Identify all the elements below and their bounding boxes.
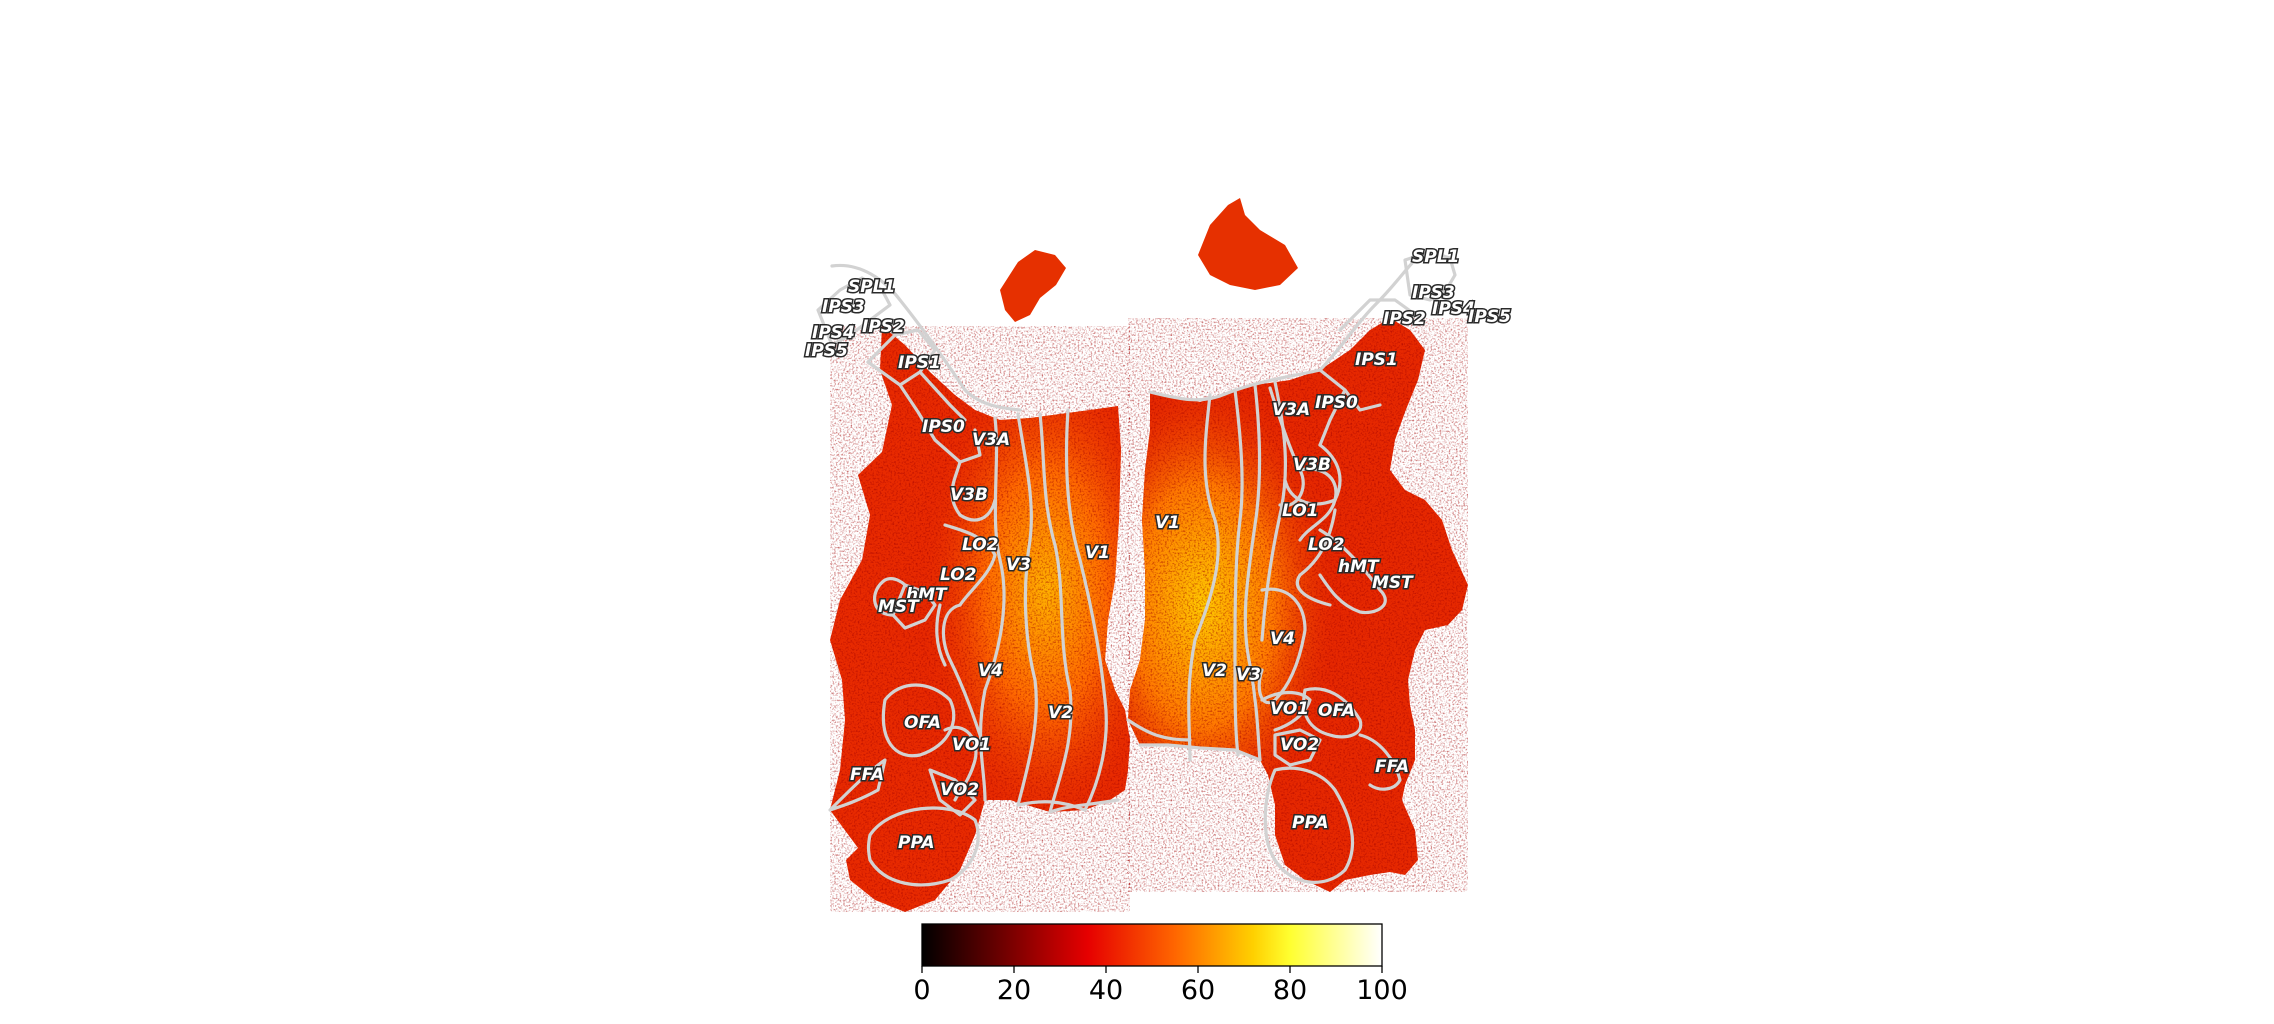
right-label-v3b: V3B	[1293, 455, 1331, 475]
left-label-vo1: VO1	[952, 735, 991, 755]
right-label-ips2: IPS2	[1383, 309, 1426, 329]
left-label-v4: V4	[978, 661, 1003, 681]
left-label-hmt: hMT	[906, 585, 948, 605]
colorbar-frame	[921, 923, 1383, 967]
colorbar-ticks: 0 20 40 60 80 100	[913, 966, 1408, 1006]
colorbar: 0 20 40 60 80 100	[913, 923, 1408, 1006]
left-label-lo2-lower: LO2	[940, 565, 977, 585]
right-hemisphere: SPL1 IPS3 IPS4 IPS5 IPS2 IPS1 IPS0 V3A V…	[1126, 198, 1513, 892]
left-label-mst: MST	[878, 597, 920, 617]
right-label-ips3: IPS3	[1412, 283, 1455, 303]
colorbar-tick-label: 40	[1089, 975, 1123, 1006]
right-label-vo2: VO2	[1280, 735, 1319, 755]
left-label-ppa: PPA	[898, 833, 935, 853]
right-label-v3: V3	[1236, 665, 1261, 685]
right-island-patch	[1198, 198, 1298, 290]
left-hemisphere: SPL1 IPS3 IPS2 IPS4 IPS5 IPS1 IPS0 V3A V…	[804, 250, 1130, 912]
right-label-ips0: IPS0	[1315, 393, 1358, 413]
left-label-v3b: V3B	[950, 485, 988, 505]
right-label-ips4: IPS4	[1432, 299, 1475, 319]
left-label-ffa: FFA	[850, 765, 884, 785]
left-label-ips0: IPS0	[922, 417, 965, 437]
left-label-ips4: IPS4	[812, 323, 855, 343]
left-island-patch	[1000, 250, 1066, 322]
left-label-ips1: IPS1	[898, 353, 941, 373]
right-label-ips1: IPS1	[1355, 350, 1398, 370]
left-label-ips3: IPS3	[822, 297, 865, 317]
left-label-ips5: IPS5	[805, 341, 848, 361]
right-label-ffa: FFA	[1375, 757, 1409, 777]
right-label-lo2: LO2	[1308, 535, 1345, 555]
colorbar-gradient	[922, 924, 1382, 966]
left-hemisphere-texture	[830, 326, 1130, 912]
colorbar-tick-label: 100	[1356, 975, 1408, 1006]
right-label-v2: V2	[1202, 661, 1227, 681]
right-label-v4: V4	[1270, 629, 1295, 649]
left-roi-labels: SPL1 IPS3 IPS2 IPS4 IPS5 IPS1 IPS0 V3A V…	[804, 276, 1112, 855]
left-label-lo2-upper: LO2	[962, 535, 999, 555]
left-roi-outlines	[816, 263, 1120, 887]
right-roi-outlines	[1126, 250, 1457, 884]
left-label-v1: V1	[1085, 543, 1110, 563]
colorbar-tick-label: 0	[913, 975, 930, 1006]
left-label-spl1: SPL1	[848, 277, 895, 297]
right-label-hmt: hMT	[1338, 557, 1380, 577]
left-label-vo2: VO2	[940, 780, 979, 800]
right-roi-labels: SPL1 IPS3 IPS4 IPS5 IPS2 IPS1 IPS0 V3A V…	[1154, 246, 1513, 835]
colorbar-tick-label: 20	[997, 975, 1031, 1006]
right-label-spl1: SPL1	[1412, 247, 1459, 267]
colorbar-tick-label: 80	[1273, 975, 1307, 1006]
right-label-lo1: LO1	[1282, 501, 1319, 521]
right-label-ppa: PPA	[1292, 813, 1329, 833]
right-label-mst: MST	[1372, 573, 1414, 593]
left-label-v2: V2	[1048, 703, 1073, 723]
colorbar-tick-label: 60	[1181, 975, 1215, 1006]
left-label-v3: V3	[1006, 555, 1031, 575]
right-label-ips5: IPS5	[1468, 307, 1511, 327]
right-label-ofa: OFA	[1318, 701, 1355, 721]
right-label-v1: V1	[1155, 513, 1180, 533]
left-label-ips2: IPS2	[862, 317, 905, 337]
right-label-vo1: VO1	[1270, 699, 1309, 719]
left-label-ofa: OFA	[904, 713, 941, 733]
right-label-v3a: V3A	[1272, 400, 1310, 420]
left-label-v3a: V3A	[972, 430, 1010, 450]
